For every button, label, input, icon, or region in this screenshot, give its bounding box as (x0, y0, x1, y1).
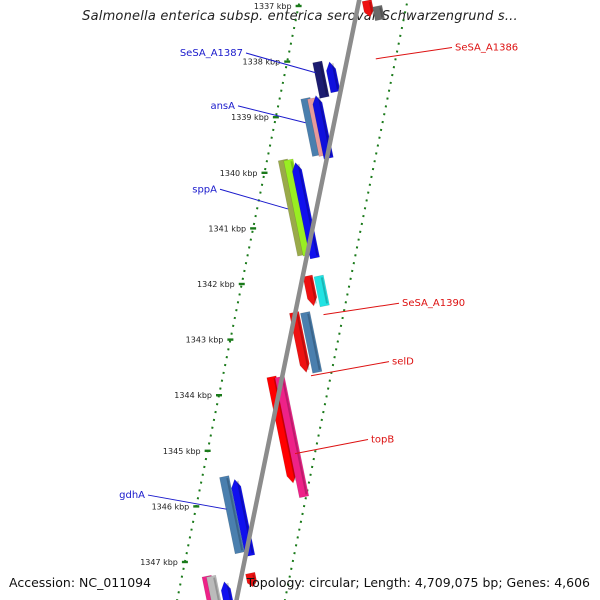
label-leader (219, 188, 289, 210)
gene-label-sppa[interactable]: sppA (192, 184, 289, 210)
gene-feature[interactable] (302, 274, 318, 307)
tick-label: 1338 kbp (243, 58, 281, 67)
ring-dots-outer (283, 0, 409, 600)
gene-label-text: SeSA_A1387 (180, 48, 243, 59)
tick-label: 1342 kbp (197, 280, 235, 289)
gene-label-topb[interactable]: topB (294, 434, 394, 455)
tick: 1343 kbp (186, 336, 234, 345)
gene-feature-shade (307, 313, 321, 371)
tick-label: 1337 kbp (254, 2, 292, 11)
gene-feature-body (206, 574, 223, 600)
gene-feature-shade (368, 1, 374, 15)
tick-label: 1343 kbp (186, 336, 224, 345)
tick: 1346 kbp (152, 502, 200, 511)
gene-label-sesa_a1387[interactable]: SeSA_A1387 (180, 48, 316, 74)
tick-label: 1341 kbp (208, 224, 246, 233)
summary-text: Topology: circular; Length: 4,709,075 bp… (246, 575, 590, 590)
tick: 1344 kbp (174, 391, 223, 400)
gene-feature-body (313, 274, 330, 308)
label-leader (294, 438, 369, 455)
gene-label-text: SeSA_A1386 (455, 42, 518, 53)
gene-feature-shade (331, 63, 339, 90)
tick: 1338 kbp (243, 58, 291, 67)
gene-feature[interactable] (245, 571, 258, 588)
tick: 1345 kbp (163, 447, 211, 456)
gene-label-text: topB (371, 434, 394, 445)
gene-feature-body (300, 311, 323, 374)
tick: 1341 kbp (208, 224, 257, 233)
gene-feature-body (372, 4, 385, 22)
gene-label-text: ansA (210, 101, 235, 112)
gene-feature[interactable] (206, 574, 223, 600)
tick: 1339 kbp (231, 113, 279, 122)
feature-layer (201, 0, 385, 600)
gene-label-sesa_a1386[interactable]: SeSA_A1386 (375, 42, 518, 60)
tick-label: 1345 kbp (163, 447, 201, 456)
gene-feature-body (266, 375, 297, 484)
ticks-layer: 1337 kbp 1338 kbp 1339 kbp 1340 kbp 1341 kbp… (140, 2, 302, 567)
gene-feature-shade (213, 577, 221, 600)
gene-feature[interactable] (312, 60, 330, 99)
gene-feature-shade (281, 378, 308, 495)
gene-feature-shade (320, 277, 329, 304)
backbone-line (234, 0, 362, 600)
gene-feature[interactable] (300, 311, 323, 374)
tick: 1340 kbp (220, 169, 268, 178)
backbone-layer (234, 0, 362, 600)
label-leader (323, 302, 400, 316)
gene-label-sesa_a1390[interactable]: SeSA_A1390 (323, 298, 465, 316)
gene-label-text: sppA (192, 184, 217, 195)
tick-label: 1347 kbp (140, 558, 178, 567)
tick-label: 1346 kbp (152, 502, 190, 511)
label-leader (310, 361, 390, 377)
gene-label-text: gdhA (119, 490, 145, 501)
tick: 1347 kbp (140, 558, 188, 567)
gene-label-seld[interactable]: selD (310, 357, 414, 377)
gene-feature-body (312, 60, 330, 99)
label-leader (245, 52, 316, 74)
tick-label: 1340 kbp (220, 169, 258, 178)
gene-label-text: SeSA_A1390 (402, 298, 465, 309)
map-title: Salmonella enterica subsp. enterica sero… (82, 9, 518, 24)
labels-layer: SeSA_A1387 ansA sppA gdhA SeSA_A1386 SeSA_A13… (119, 42, 518, 510)
gene-feature-body (245, 571, 257, 588)
label-leader (147, 494, 227, 510)
tick: 1342 kbp (197, 280, 245, 289)
gene-feature[interactable] (325, 61, 341, 94)
gene-feature-shade (226, 582, 233, 600)
gene-feature[interactable] (220, 581, 235, 600)
gene-feature-body (220, 581, 235, 600)
gene-feature[interactable] (313, 274, 330, 308)
gene-feature-shade (297, 163, 319, 256)
gene-label-gdha[interactable]: gdhA (119, 490, 227, 510)
tick-dots-layer (176, 0, 409, 600)
gene-label-text: selD (392, 357, 414, 368)
tick-label: 1344 kbp (174, 391, 212, 400)
gene-feature-shade (296, 313, 310, 371)
label-leader (237, 105, 306, 124)
gene-label-ansa[interactable]: ansA (210, 101, 306, 124)
accession-text: Accession: NC_011094 (9, 575, 152, 590)
gene-feature[interactable] (361, 0, 375, 18)
tick-label: 1339 kbp (231, 113, 269, 122)
gene-feature-shade (319, 63, 328, 96)
gene-feature-shade (252, 574, 257, 585)
gene-feature[interactable] (372, 4, 385, 22)
gene-feature-shade (379, 7, 384, 18)
gene-feature-shade (309, 277, 318, 304)
gene-feature-body (302, 274, 318, 307)
ring-dots-inner (176, 0, 301, 600)
tick: 1337 kbp (254, 2, 302, 11)
gene-feature-shade (226, 477, 244, 551)
label-leader (375, 46, 453, 60)
gene-feature-body (361, 0, 374, 18)
